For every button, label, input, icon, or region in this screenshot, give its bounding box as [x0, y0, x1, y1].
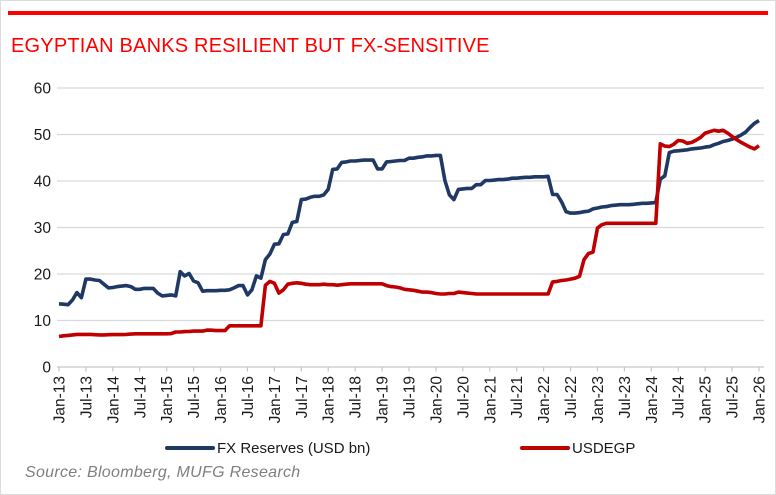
x-axis-tick-label: Jul-14 [132, 376, 149, 419]
x-axis-tick-label: Jul-22 [563, 376, 580, 418]
x-axis-tick-label: Jan-16 [213, 376, 230, 423]
x-axis-tick-label: Jul-13 [78, 376, 95, 418]
x-axis-tick-label: Jul-15 [186, 376, 203, 418]
x-axis-tick-label: Jan-26 [752, 376, 769, 423]
x-axis-tick-label: Jul-20 [455, 376, 472, 419]
fx-reserves-line [58, 119, 760, 307]
x-axis-tick-label: Jan-17 [267, 376, 284, 423]
y-axis-tick-label: 30 [34, 220, 52, 237]
y-axis-tick-label: 0 [42, 360, 51, 377]
x-axis-tick-label: Jan-20 [428, 376, 445, 424]
x-axis-tick-label: Jul-21 [509, 376, 526, 418]
x-axis-tick-label: Jul-23 [617, 376, 634, 418]
usdegp-line-swatch [520, 445, 570, 451]
y-axis-tick-label: 50 [34, 127, 52, 144]
x-axis-tick-label: Jul-19 [402, 376, 419, 418]
chart-plot-area: 0 10 20 30 40 50 60 Jan-13 Jul-13 Jan-14 Jul-14 Jan… [34, 81, 769, 424]
x-axis-tick-label: Jul-24 [671, 376, 688, 419]
legend-item-usdegp: USDEGP [520, 439, 636, 457]
legend-label-usdegp: USDEGP [572, 439, 636, 457]
top-red-rule [8, 11, 768, 15]
x-axis-tick-label: Jan-15 [159, 376, 176, 423]
x-axis-tick-label: Jan-25 [698, 376, 715, 423]
legend-label-fx-reserves: FX Reserves (USD bn) [217, 439, 371, 457]
usdegp-line [58, 128, 761, 339]
x-axis-tick-label: Jan-21 [482, 376, 499, 423]
fx-reserves-line-swatch [165, 445, 215, 451]
x-axis-tick-label: Jul-16 [240, 376, 257, 418]
x-axis-tick-label: Jan-19 [375, 376, 392, 423]
chart-title: EGYPTIAN BANKS RESILIENT BUT FX-SENSITIV… [11, 35, 490, 57]
y-axis-tick-label: 10 [34, 313, 52, 330]
x-axis-tick-label: Jan-22 [536, 376, 553, 423]
y-axis-tick-label: 40 [34, 174, 52, 191]
x-axis-tick-label: Jan-13 [52, 376, 69, 423]
y-axis-tick-label: 20 [34, 267, 52, 284]
y-axis-tick-label: 60 [34, 81, 52, 98]
x-axis-tick-label: Jan-14 [105, 376, 122, 424]
legend-item-fx-reserves: FX Reserves (USD bn) [165, 439, 371, 457]
x-axis-tick-label: Jan-24 [644, 376, 661, 424]
x-axis-tick-label: Jan-23 [590, 376, 607, 423]
x-axis-tick-label: Jul-25 [725, 376, 742, 418]
source-note: Source: Bloomberg, MUFG Research [25, 464, 301, 481]
x-axis-tick-label: Jul-18 [348, 376, 365, 418]
x-axis-tick-label: Jan-18 [321, 376, 338, 423]
x-axis-tick-label: Jul-17 [294, 376, 311, 418]
